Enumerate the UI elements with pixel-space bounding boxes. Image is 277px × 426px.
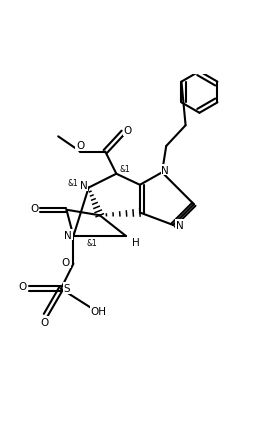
Text: O: O [124, 126, 132, 135]
Text: OH: OH [90, 306, 106, 316]
Text: &1: &1 [67, 178, 78, 187]
Text: O: O [40, 317, 48, 327]
Text: N: N [64, 230, 72, 240]
Text: O: O [30, 204, 38, 214]
Text: N: N [80, 181, 88, 191]
Text: S: S [64, 283, 70, 293]
Text: &1: &1 [86, 238, 97, 247]
Text: N: N [161, 165, 169, 175]
Text: O: O [61, 258, 70, 268]
Text: N: N [176, 220, 184, 230]
Text: &1: &1 [119, 164, 130, 173]
Text: O: O [19, 281, 27, 291]
Text: H: H [132, 238, 140, 248]
Text: O: O [76, 141, 84, 151]
